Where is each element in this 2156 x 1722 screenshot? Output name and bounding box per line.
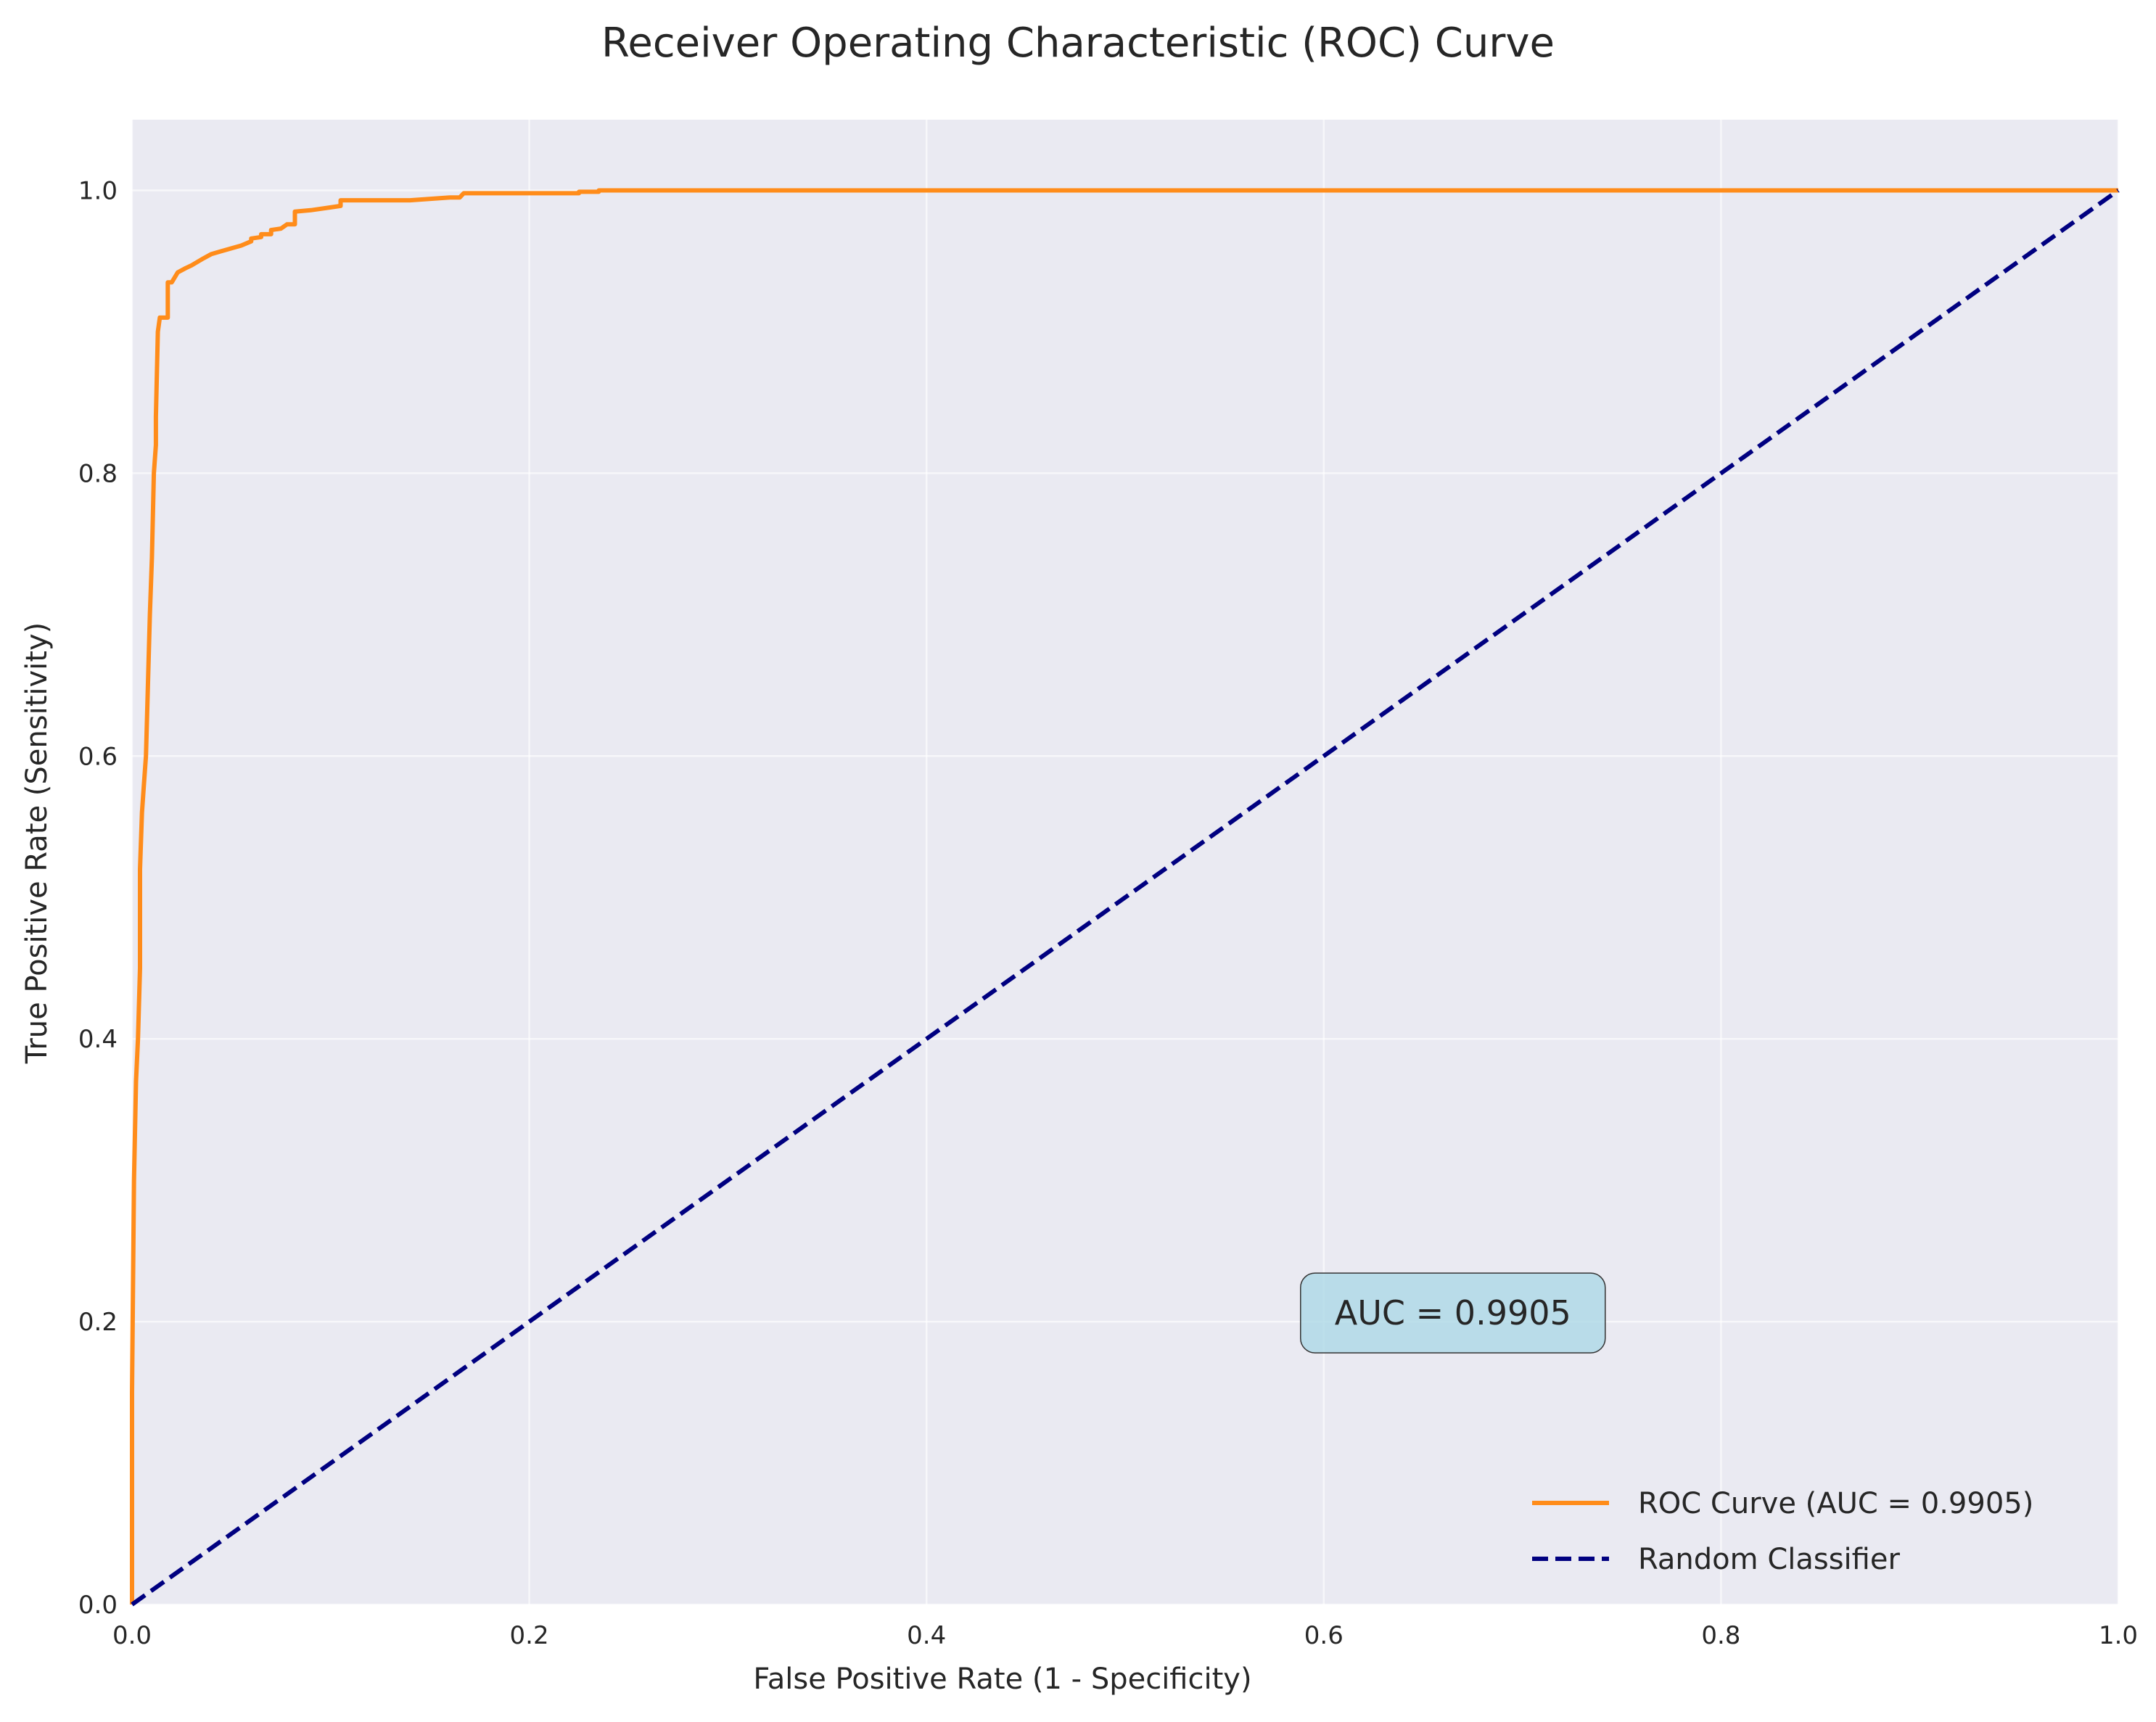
y-tick-label: 0.2 (78, 1308, 118, 1337)
y-tick-label: 0.4 (78, 1025, 118, 1054)
y-tick-label: 0.8 (78, 459, 118, 488)
plot-area (132, 120, 2118, 1604)
axis-ticks: 0.0 0.2 0.4 0.6 0.8 1.0 0.0 0.2 0.4 0.6 0.8 1.0 (78, 176, 2138, 1650)
x-tick-label: 0.6 (1304, 1621, 1344, 1650)
series-line-random-classifier (131, 189, 2120, 1607)
y-axis-label: True Positive Rate (Sensitivity) (20, 622, 54, 1064)
x-tick-label: 0.8 (1701, 1621, 1740, 1650)
legend-label-roc-curve: ROC Curve (AUC = 0.9905) (1638, 1487, 2033, 1520)
x-tick-label: 0.2 (510, 1621, 549, 1650)
legend-label-random-classifier: Random Classifier (1638, 1543, 1900, 1576)
y-tick-label: 0.6 (78, 742, 118, 771)
series-line-roc-curve-auc-0-9905 (130, 188, 2118, 1604)
auc-annotation: AUC = 0.9905 (1300, 1272, 1606, 1354)
grid-lines (131, 120, 2120, 1606)
legend: ROC Curve (AUC = 0.9905) Random Classifi… (1532, 1487, 2033, 1576)
x-tick-label: 0.0 (112, 1621, 152, 1650)
series-lines (130, 188, 2120, 1607)
y-tick-label: 0.0 (78, 1591, 118, 1620)
y-tick-label: 1.0 (78, 176, 118, 205)
auc-annotation-box (1300, 1272, 1606, 1354)
x-tick-label: 0.4 (907, 1621, 946, 1650)
chart-title: Receiver Operating Characteristic (ROC) … (601, 20, 1555, 67)
auc-annotation-text: AUC = 0.9905 (1335, 1293, 1571, 1332)
x-axis-label: False Positive Rate (1 - Specificity) (753, 1663, 1251, 1696)
x-tick-label: 1.0 (2099, 1621, 2138, 1650)
